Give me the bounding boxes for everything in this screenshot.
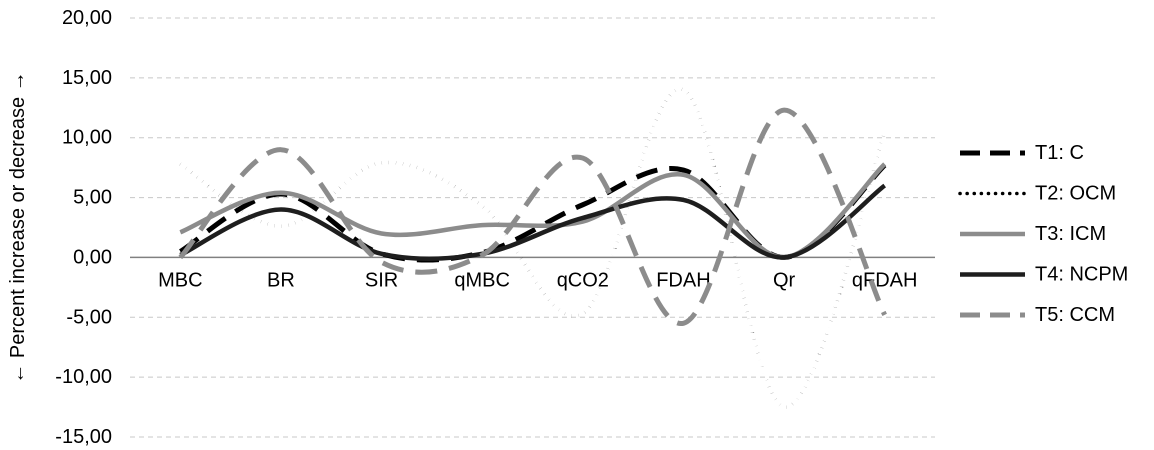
legend-label-t3-icm: T3: ICM: [1035, 223, 1106, 245]
legend: T1: C T2: OCM T3: ICM T4: NCPM T5: CCM: [958, 142, 1128, 326]
category-label: MBC: [158, 269, 202, 291]
category-label: FDAH: [656, 269, 710, 291]
y-axis-label: ← Percent increase or decrease →: [7, 71, 29, 383]
grid: [130, 17, 935, 438]
legend-label-t4-ncpm: T4: NCPM: [1035, 264, 1128, 286]
y-tick-label: 5,00: [73, 187, 112, 209]
y-axis-title: ← Percent increase or decrease →: [7, 71, 29, 383]
series-line-t2-ocm: [179, 87, 887, 409]
y-tick-label: 20,00: [62, 7, 112, 29]
category-label: qFDAH: [852, 269, 918, 291]
series-line-t1-c: [179, 163, 887, 263]
legend-label-t2-ocm: T2: OCM: [1035, 183, 1116, 205]
legend-label-t1-c: T1: C: [1035, 142, 1084, 164]
category-label: SIR: [365, 269, 398, 291]
category-labels: MBC BR SIR qMBC qCO2 FDAH Qr qFDAH: [158, 269, 917, 291]
y-tick-label: 15,00: [62, 67, 112, 89]
y-tick-label: 10,00: [62, 127, 112, 149]
category-label: qCO2: [557, 269, 609, 291]
series-lines: [178, 87, 887, 409]
y-tick-label: -10,00: [55, 366, 112, 388]
legend-label-t5-ccm: T5: CCM: [1035, 304, 1115, 326]
y-tick-label: 0,00: [73, 246, 112, 268]
series-line-t5-ccm: [178, 107, 887, 326]
y-tick-labels: -15,00 -10,00 -5,00 0,00 5,00 10,00 15,00 20,00: [55, 7, 112, 448]
category-label: qMBC: [454, 269, 510, 291]
series-line-t4-ncpm: [179, 183, 887, 262]
y-tick-label: -5,00: [66, 306, 112, 328]
category-label: BR: [267, 269, 295, 291]
y-tick-label: -15,00: [55, 426, 112, 448]
category-label: Qr: [773, 269, 796, 291]
